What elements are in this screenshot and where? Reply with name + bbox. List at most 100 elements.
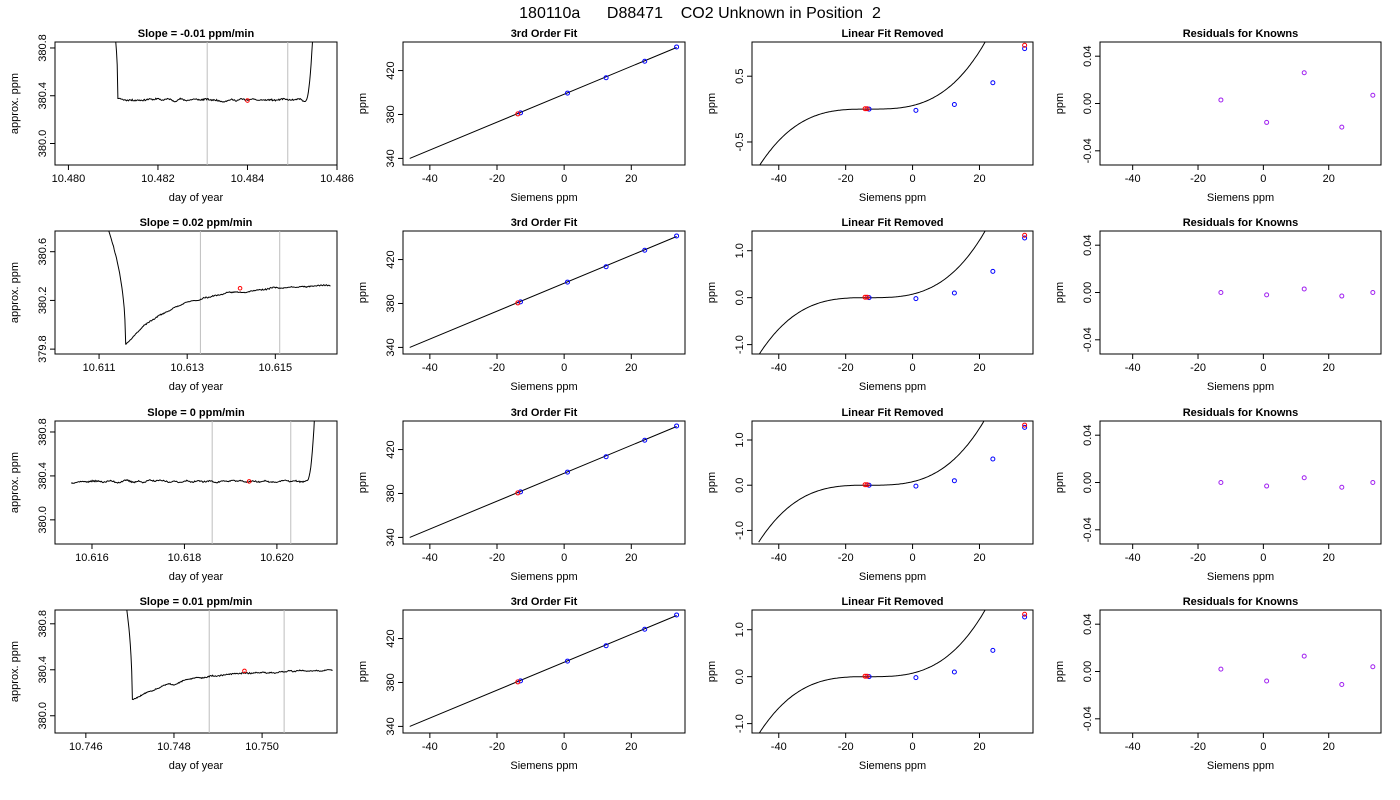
xtick-label-p3-4-2: 0 <box>1260 552 1266 564</box>
known-point-p2-3-2 <box>951 290 957 296</box>
xtick-label-p4-3-2: 0 <box>910 741 916 753</box>
cubic-curve-p3-3 <box>758 421 985 543</box>
xtick-label-p2-3-0: -40 <box>771 362 787 374</box>
xtick-label-p4-3-1: -20 <box>838 741 854 753</box>
known-point-p1-2-3 <box>642 58 648 64</box>
ytick-label-p2-1-1: 380.2 <box>37 287 49 315</box>
trace-line-p2-1 <box>108 231 331 345</box>
xtick-label-p2-1-1: 10.613 <box>170 362 204 374</box>
xtick-label-p3-1-1: 10.618 <box>168 552 202 564</box>
ytick-label-p2-1-0: 379.8 <box>37 335 49 363</box>
known-point-p2-2-4 <box>674 233 680 239</box>
ylabel-p1-4: ppm <box>1054 93 1066 114</box>
xtick-label-p4-1-2: 10.750 <box>245 741 279 753</box>
residual-point-p3-4-1 <box>1264 483 1270 489</box>
known-point-p3-2-1 <box>565 469 570 475</box>
ytick-label-p1-4-2: 0.04 <box>1082 45 1094 66</box>
ytick-label-p1-2-0: 340 <box>385 149 397 167</box>
title-p3-3: Linear Fit Removed <box>841 407 943 419</box>
ytick-label-p1-2-1: 380 <box>385 105 397 123</box>
unknown-point-p4-2-0 <box>515 679 521 685</box>
xtick-label-p3-3-1: -20 <box>838 552 854 564</box>
xtick-label-p1-2-1: -20 <box>489 173 505 185</box>
plot-area-p4-4 <box>1218 653 1376 688</box>
xtick-label-p1-4-3: 20 <box>1323 173 1335 185</box>
xtick-label-p2-4-0: -40 <box>1125 362 1141 374</box>
xtick-label-p1-2-0: -40 <box>422 173 438 185</box>
ytick-label-p3-2-1: 380 <box>385 484 397 502</box>
plot-box-p4-1 <box>54 609 338 734</box>
unknown-point-p1-3-0 <box>862 106 868 112</box>
known-point-p3-2-3 <box>642 437 648 443</box>
panel-grid: Slope = -0.01 ppm/min 10.480 10.482 10.484 1… <box>9 28 1382 772</box>
xtick-label-p3-4-1: -20 <box>1190 552 1206 564</box>
xtick-label-p2-2-2: 0 <box>561 362 567 374</box>
xlabel-p4-2: Siemens ppm <box>510 760 577 772</box>
ylabel-p1-3: ppm <box>706 93 718 114</box>
residual-point-p3-4-4 <box>1370 480 1376 485</box>
panel-p3-2: 3rd Order Fit -40 -20 0 20 340 380 420 Siemens p… <box>357 407 686 583</box>
xtick-label-p3-3-0: -40 <box>771 552 787 564</box>
unknown-point-p2-3-2 <box>1022 232 1028 238</box>
plot-area-p4-1 <box>126 610 333 733</box>
ytick-label-p1-1-1: 380.4 <box>37 82 49 110</box>
ylabel-p2-4: ppm <box>1054 282 1066 303</box>
xlabel-p1-1: day of year <box>169 192 224 204</box>
ytick-label-p3-4-0: -0.04 <box>1082 517 1094 542</box>
ytick-label-p3-3-2: 1.0 <box>734 432 746 447</box>
ytick-label-p3-2-2: 420 <box>385 440 397 458</box>
known-point-p3-3-1 <box>913 483 919 489</box>
ytick-label-p2-2-0: 340 <box>385 338 397 356</box>
ytick-label-p4-2-2: 420 <box>385 629 397 647</box>
title-p2-4: Residuals for Knowns <box>1183 217 1299 229</box>
xtick-label-p3-1-0: 10.616 <box>75 552 109 564</box>
ytick-label-p3-4-1: 0.00 <box>1082 472 1094 493</box>
unknown-point-p3-3-1 <box>864 482 870 488</box>
known-point-p3-3-2 <box>951 478 957 484</box>
residual-point-p3-4-3 <box>1339 484 1345 490</box>
title-p3-2: 3rd Order Fit <box>511 407 578 419</box>
ytick-label-p3-3-1: 0.0 <box>734 478 746 493</box>
xlabel-p2-3: Siemens ppm <box>859 381 926 393</box>
plot-box-p2-3 <box>751 230 1034 355</box>
ytick-label-p3-3-0: -1.0 <box>734 521 746 540</box>
residual-point-p2-4-4 <box>1370 290 1376 295</box>
plot-box-p3-3 <box>751 420 1034 545</box>
known-point-p4-3-3 <box>990 647 996 653</box>
ytick-label-p2-4-2: 0.04 <box>1082 234 1094 255</box>
panel-p2-2: 3rd Order Fit -40 -20 0 20 340 380 420 Siemens p… <box>357 217 686 393</box>
plot-area-p3-2 <box>409 423 680 538</box>
cubic-curve-p4-3 <box>758 610 986 733</box>
ylabel-p1-2: ppm <box>357 93 369 114</box>
plot-box-p1-2 <box>402 41 686 166</box>
xtick-label-p3-4-0: -40 <box>1125 552 1141 564</box>
ytick-label-p4-1-1: 380.4 <box>37 656 49 684</box>
ytick-label-p1-3-1: 0.5 <box>734 69 746 84</box>
residual-point-p2-4-1 <box>1264 292 1270 298</box>
residual-point-p3-4-0 <box>1218 480 1224 485</box>
xtick-label-p4-1-0: 10.746 <box>69 741 103 753</box>
fit-line-p3-2 <box>409 426 677 538</box>
xlabel-p2-2: Siemens ppm <box>510 381 577 393</box>
xlabel-p3-2: Siemens ppm <box>510 571 577 583</box>
known-point-p2-2-3 <box>642 247 648 253</box>
fit-line-p2-2 <box>409 236 677 348</box>
unknown-point-p1-3-1 <box>864 106 870 112</box>
known-point-p1-3-4 <box>1022 46 1028 52</box>
known-point-p1-3-1 <box>913 107 919 113</box>
xtick-label-p2-3-1: -20 <box>838 362 854 374</box>
known-point-p2-2-0 <box>518 299 523 305</box>
residual-point-p1-4-3 <box>1339 124 1345 130</box>
ytick-label-p4-3-0: -1.0 <box>734 714 746 733</box>
plot-area-p3-4 <box>1218 475 1376 490</box>
ytick-label-p2-1-2: 380.6 <box>37 238 49 266</box>
plot-area-p1-1 <box>115 42 313 165</box>
ylabel-p2-1: approx. ppm <box>9 262 21 323</box>
unknown-point-p3-3-0 <box>862 482 868 488</box>
xlabel-p3-3: Siemens ppm <box>859 571 926 583</box>
ytick-label-p2-3-2: 1.0 <box>734 243 746 258</box>
xlabel-p1-3: Siemens ppm <box>859 192 926 204</box>
xtick-label-p3-3-3: 20 <box>973 552 985 564</box>
xtick-label-p2-4-2: 0 <box>1260 362 1266 374</box>
unknown-marker-p1-1 <box>245 98 250 103</box>
